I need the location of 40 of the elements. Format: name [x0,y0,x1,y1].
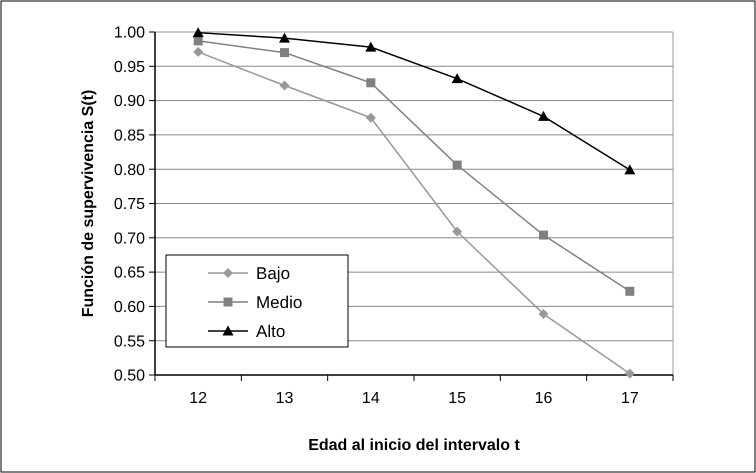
y-tick-label: 0.70 [114,230,146,248]
x-axis-title: Edad al inicio del intervalo t [308,437,520,454]
y-tick-label: 0.60 [114,299,146,316]
point [280,48,289,58]
point [366,112,376,123]
y-tick-label: 0.55 [114,333,146,350]
legend-label: Medio [256,292,302,312]
y-tick-label: 0.85 [114,128,146,144]
y-tick-label: 0.65 [114,264,146,282]
y-axis-title: Función de supervivencia S(t) [80,90,97,318]
point [452,226,462,237]
x-tick-label: 16 [534,390,552,407]
point [539,230,548,240]
y-tick-label: 0.75 [114,196,146,214]
point [192,27,204,38]
point [538,110,549,121]
point [194,36,203,46]
point [366,78,376,88]
point [452,73,463,84]
point [279,32,290,43]
point [624,164,636,174]
point [280,80,290,91]
y-tick-label: 0.95 [114,58,146,76]
x-tick-label: 17 [620,390,639,407]
y-tick-label: 1.00 [114,24,146,42]
point [193,46,204,57]
y-tick-label: 0.90 [114,93,146,110]
point [624,368,635,379]
point [538,308,548,319]
y-tick-label: 0.80 [114,162,146,179]
x-tick-label: 15 [448,390,466,407]
x-tick-label: 14 [362,390,380,407]
point [452,160,462,170]
point [625,286,634,296]
x-tick-label: 12 [189,390,208,407]
legend-label: Bajo [256,264,290,283]
x-tick-label: 13 [276,390,294,407]
y-tick-label: 0.50 [114,368,146,385]
point [365,42,376,52]
legend-label: Alto [256,322,286,341]
